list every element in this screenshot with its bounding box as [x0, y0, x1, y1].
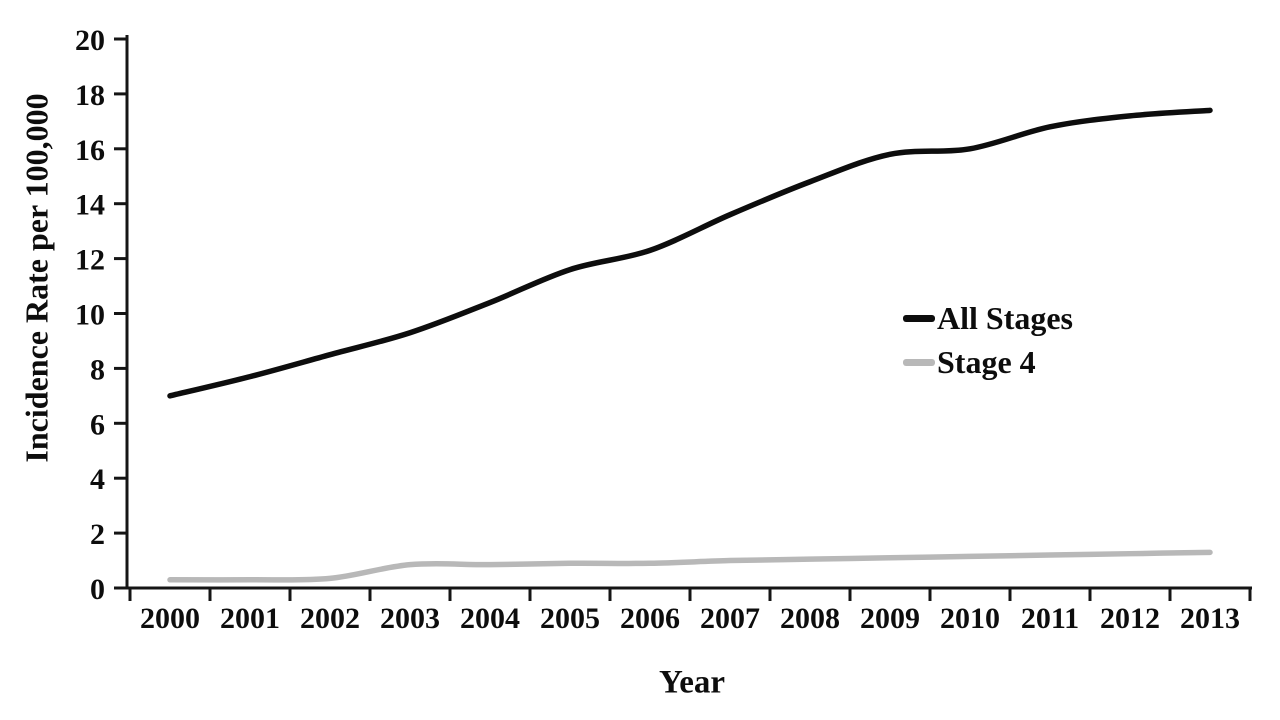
x-tick-label: 2003: [380, 602, 440, 635]
x-axis-title: Year: [659, 664, 725, 701]
x-tick-label: 2005: [540, 602, 600, 635]
y-tick-label: 0: [90, 573, 105, 606]
x-tick-label: 2010: [940, 602, 1000, 635]
y-tick-label: 18: [75, 79, 105, 112]
legend-item-stage-4: Stage 4: [903, 340, 1073, 384]
x-tick-label: 2001: [220, 602, 280, 635]
series-line-stage-4: [167, 549, 1213, 583]
y-tick-label: 4: [90, 463, 105, 496]
y-tick-label: 12: [75, 244, 105, 277]
x-tick-label: 2008: [780, 602, 840, 635]
x-tick-label: 2004: [460, 602, 520, 635]
x-tick-label: 2013: [1180, 602, 1240, 635]
y-tick-label: 20: [75, 24, 105, 57]
y-tick-label: 2: [90, 518, 105, 551]
legend-item-all-stages: All Stages: [903, 296, 1073, 340]
x-tick-label: 2006: [620, 602, 680, 635]
x-tick-label: 2011: [1021, 602, 1079, 635]
x-tick-label: 2000: [140, 602, 200, 635]
all-stages-line-swatch: [903, 314, 935, 322]
stage-4-line-swatch: [903, 358, 935, 366]
legend-label-stage-4: Stage 4: [937, 344, 1036, 380]
y-tick-label: 8: [90, 353, 105, 386]
x-tick-label: 2009: [860, 602, 920, 635]
x-tick-label: 2007: [700, 602, 760, 635]
legend-label-all-stages: All Stages: [937, 300, 1073, 336]
y-tick-label: 16: [75, 134, 105, 167]
legend: All Stages Stage 4: [903, 296, 1073, 384]
y-tick-label: 14: [75, 189, 105, 222]
series-line-all-stages: [167, 107, 1213, 399]
y-tick-label: 6: [90, 408, 105, 441]
y-axis-title: Incidence Rate per 100,000: [18, 93, 55, 463]
x-tick-label: 2012: [1100, 602, 1160, 635]
y-tick-label: 10: [75, 299, 105, 332]
x-tick-label: 2002: [300, 602, 360, 635]
